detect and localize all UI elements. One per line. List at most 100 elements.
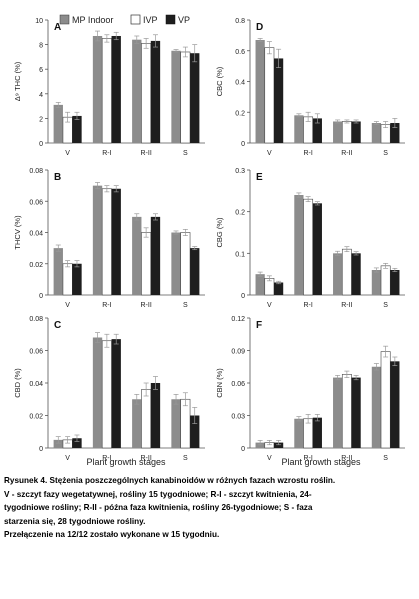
bar-ivp-r-i-b — [101, 188, 112, 296]
figure-caption: Rysunek 4. Stężenia poszczególnych kanab… — [4, 474, 412, 542]
x-tick-label-d: R-II — [341, 150, 352, 157]
y-tick-label-f: 0.12 — [231, 316, 245, 323]
y-tick-label-c: 0.04 — [29, 381, 43, 388]
panel-letter-c: C — [54, 320, 61, 331]
x-tick-label-b: S — [183, 302, 188, 309]
bar-mp-indoor-r-ii-a — [132, 39, 142, 143]
bar-ivp-r-ii-e — [341, 248, 352, 296]
x-tick-label-c: R-I — [102, 455, 111, 462]
bar-mp-indoor-r-ii-d — [333, 121, 343, 143]
y-tick-label-b: 0.06 — [29, 199, 43, 206]
y-tick-label-f: 0.03 — [231, 414, 245, 421]
bar-mp-indoor-s-c — [171, 399, 181, 448]
bar-ivp-v-d — [264, 47, 275, 144]
y-axis-title-c: CBD (%) — [13, 368, 22, 398]
bar-vp-r-i-f — [312, 417, 322, 448]
bar-vp-v-c — [72, 438, 82, 448]
y-axis-title-a: Δ⁹ THC (%) — [13, 61, 22, 101]
bar-mp-indoor-r-ii-c — [132, 399, 142, 448]
bar-vp-r-i-e — [312, 203, 322, 295]
x-tick-label-f: V — [267, 455, 272, 462]
caption-line-5: Przełączenie na 12/12 zostało wykonane w… — [4, 530, 220, 540]
bar-mp-indoor-s-d — [371, 123, 382, 143]
legend-label-ivp: IVP — [143, 15, 158, 25]
y-tick-label-b: 0 — [39, 293, 43, 300]
x-tick-label-b: R-I — [102, 302, 111, 309]
y-tick-label-e: 0 — [241, 293, 245, 300]
bar-mp-indoor-v-a — [53, 104, 63, 143]
bar-mp-indoor-r-i-c — [92, 337, 103, 448]
cannabinoid-figure: 0 2 4 6 8 10 A Δ⁹ THC (%) V R-I R-II S 0 0.2 0.4 0.6 0.8… — [13, 14, 405, 467]
bar-vp-r-i-b — [111, 188, 121, 295]
y-tick-label-f: 0 — [241, 446, 245, 453]
panel-f: 0 0.03 0.06 0.09 0.12 F CBN (%) V R-I R-II S — [215, 316, 405, 462]
bar-vp-r-i-d — [312, 118, 322, 143]
y-tick-label-a: 8 — [39, 43, 43, 50]
panel-e: 0 0.1 0.2 0.3 E CBG (%) V R-I R-II S — [215, 168, 405, 309]
bar-vp-s-e — [390, 270, 400, 295]
bar-vp-v-a — [72, 115, 82, 143]
y-tick-label-a: 2 — [39, 116, 43, 123]
bar-vp-r-ii-a — [150, 40, 161, 143]
bar-mp-indoor-v-b — [53, 248, 63, 295]
bar-ivp-r-ii-a — [141, 43, 152, 144]
bar-ivp-s-a — [180, 51, 191, 144]
y-tick-label-f: 0.09 — [231, 349, 245, 356]
y-tick-label-c: 0.08 — [29, 316, 43, 323]
bar-vp-r-ii-b — [150, 216, 161, 295]
bar-mp-indoor-r-i-a — [92, 35, 103, 143]
bar-vp-v-e — [273, 282, 284, 295]
bar-mp-indoor-r-ii-e — [333, 253, 343, 295]
bar-vp-s-a — [190, 53, 200, 143]
panel-b: 0 0.02 0.04 0.06 0.08 B THCV (%) V R-I R-II S — [13, 168, 205, 309]
bar-mp-indoor-s-b — [171, 232, 181, 295]
y-tick-label-d: 0.8 — [235, 18, 245, 25]
bar-mp-indoor-r-ii-b — [132, 216, 142, 295]
bar-vp-r-i-a — [111, 35, 121, 143]
bar-mp-indoor-v-e — [255, 274, 265, 295]
panel-a: 0 2 4 6 8 10 A Δ⁹ THC (%) V R-I R-II S — [13, 18, 205, 157]
caption-line-2: V - szczyt fazy wegetatywnej, rośliny 15… — [4, 489, 312, 499]
legend-swatch-vp — [165, 14, 176, 25]
bar-vp-s-c — [190, 415, 200, 448]
y-axis-title-b: THCV (%) — [13, 215, 22, 250]
y-tick-label-e: 0.2 — [235, 210, 245, 217]
bar-vp-v-f — [273, 442, 284, 448]
bar-mp-indoor-v-d — [255, 39, 265, 143]
bar-mp-indoor-r-ii-f — [333, 377, 343, 448]
bar-vp-v-b — [72, 263, 82, 295]
y-tick-label-c: 0 — [39, 446, 43, 453]
x-tick-label-d: S — [383, 150, 388, 157]
y-tick-label-b: 0.04 — [29, 231, 43, 238]
y-tick-label-d: 0.2 — [235, 110, 245, 117]
y-tick-label-b: 0.08 — [29, 168, 43, 175]
y-tick-label-f: 0.06 — [231, 381, 245, 388]
y-axis-title-e: CBG (%) — [215, 217, 224, 248]
legend: MP Indoor IVP VP — [59, 14, 190, 25]
bar-vp-s-f — [390, 361, 400, 448]
bar-mp-indoor-v-f — [255, 442, 265, 448]
x-axis-title-left: Plant growth stages — [86, 457, 166, 467]
bar-vp-r-ii-f — [351, 377, 361, 448]
y-tick-label-e: 0.1 — [235, 251, 245, 258]
bar-ivp-r-ii-c — [141, 389, 152, 449]
bar-ivp-r-i-a — [101, 38, 112, 144]
panel-letter-a: A — [54, 22, 61, 33]
y-tick-label-e: 0.3 — [235, 168, 245, 175]
x-tick-label-a: S — [183, 150, 188, 157]
caption-line-3: tygodniowe rośliny; R-II - późna faza kw… — [4, 503, 313, 513]
bar-mp-indoor-r-i-b — [92, 185, 103, 295]
panel-letter-d: D — [256, 22, 263, 33]
x-tick-label-e: R-I — [303, 302, 312, 309]
y-tick-label-c: 0.06 — [29, 349, 43, 356]
x-tick-label-b: R-II — [140, 302, 151, 309]
y-tick-label-b: 0.02 — [29, 262, 43, 269]
panel-letter-f: F — [256, 320, 262, 331]
x-tick-label-f: S — [383, 455, 388, 462]
x-tick-label-c: V — [65, 455, 70, 462]
y-tick-label-d: 0.6 — [235, 49, 245, 56]
bar-ivp-s-e — [380, 265, 391, 296]
x-tick-label-a: V — [65, 150, 70, 157]
bar-mp-indoor-s-f — [371, 366, 382, 448]
x-tick-label-e: V — [267, 302, 272, 309]
